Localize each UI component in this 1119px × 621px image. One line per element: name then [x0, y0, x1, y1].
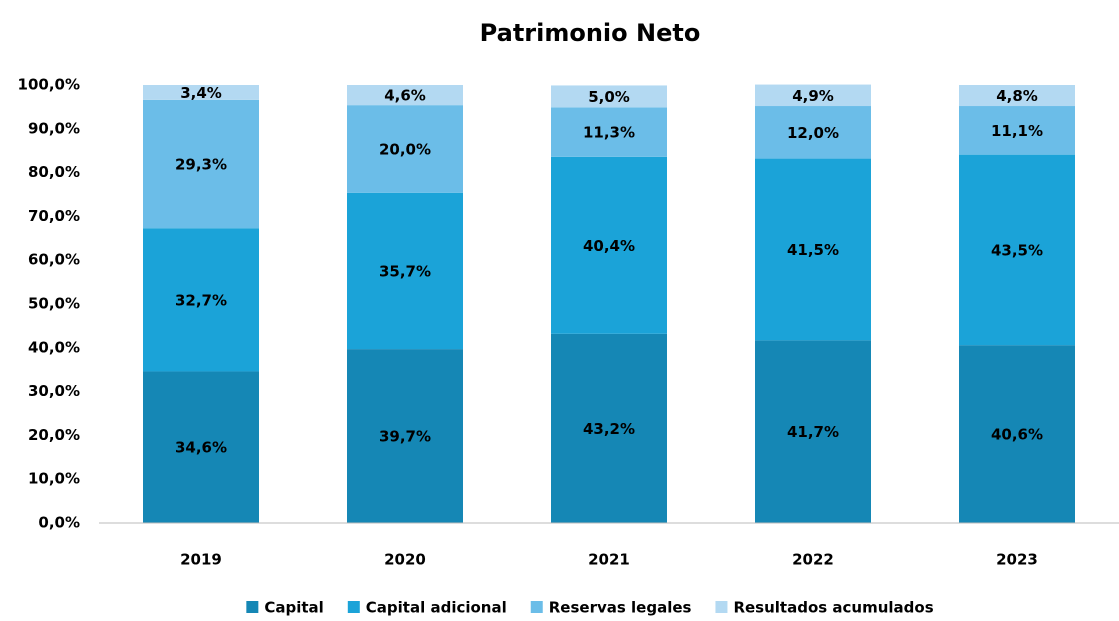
chart-title: Patrimonio Neto — [480, 19, 701, 47]
bar-segment — [143, 228, 259, 372]
bar-segment — [959, 345, 1075, 523]
legend-label: Capital — [264, 599, 323, 617]
y-tick-label: 60,0% — [28, 251, 80, 269]
data-label: 29,3% — [175, 156, 227, 174]
data-label: 4,9% — [792, 87, 834, 105]
legend-label: Capital adicional — [366, 599, 507, 617]
legend-label: Reservas legales — [549, 599, 692, 617]
bar-segment — [755, 340, 871, 523]
bar-segment — [755, 84, 871, 107]
bar-segment — [959, 85, 1075, 107]
data-label: 34,6% — [175, 439, 227, 457]
bar-segment — [347, 192, 463, 350]
x-tick-label: 2023 — [996, 551, 1038, 569]
data-label: 3,4% — [180, 84, 222, 102]
data-label: 12,0% — [787, 124, 839, 142]
y-tick-label: 90,0% — [28, 119, 80, 137]
data-label: 40,6% — [991, 426, 1043, 444]
bar-segment — [347, 85, 463, 106]
legend-label: Resultados acumulados — [733, 599, 933, 617]
bar-segment — [143, 371, 259, 523]
data-label: 43,2% — [583, 420, 635, 438]
bar-segment — [347, 105, 463, 193]
data-label: 41,5% — [787, 241, 839, 259]
y-tick-label: 0,0% — [38, 514, 80, 532]
x-tick-label: 2020 — [384, 551, 426, 569]
y-tick-label: 50,0% — [28, 295, 80, 313]
y-tick-label: 70,0% — [28, 207, 80, 225]
data-label: 11,1% — [991, 122, 1043, 140]
bar-segment — [551, 107, 667, 157]
y-tick-label: 40,0% — [28, 338, 80, 356]
bar-segment — [143, 99, 259, 229]
legend-swatch — [246, 601, 259, 613]
y-tick-label: 80,0% — [28, 163, 80, 181]
y-tick-label: 100,0% — [18, 76, 80, 94]
data-label: 4,8% — [996, 87, 1038, 105]
data-label: 39,7% — [379, 428, 431, 446]
y-tick-label: 20,0% — [28, 426, 80, 444]
data-label: 11,3% — [583, 124, 635, 142]
y-tick-label: 10,0% — [28, 470, 80, 488]
legend-swatch — [530, 601, 543, 613]
bar-segment — [551, 156, 667, 334]
bar-segment — [959, 154, 1075, 346]
y-tick-label: 30,0% — [28, 382, 80, 400]
bar-segment — [347, 349, 463, 523]
bar-segment — [551, 333, 667, 523]
bar-segment — [143, 85, 259, 100]
data-label: 41,7% — [787, 423, 839, 441]
bar-segment — [755, 106, 871, 159]
legend-swatch — [347, 601, 360, 613]
data-label: 32,7% — [175, 291, 227, 309]
x-tick-label: 2022 — [792, 551, 834, 569]
data-label: 43,5% — [991, 241, 1043, 259]
x-tick-label: 2021 — [588, 551, 630, 569]
legend-swatch — [715, 601, 728, 613]
data-label: 35,7% — [379, 262, 431, 280]
bar-segment — [755, 158, 871, 341]
data-label: 4,6% — [384, 87, 426, 105]
bar-segment — [959, 106, 1075, 155]
data-label: 40,4% — [583, 237, 635, 255]
x-tick-label: 2019 — [180, 551, 222, 569]
data-label: 20,0% — [379, 140, 431, 158]
data-label: 5,0% — [588, 88, 630, 106]
bar-segment — [551, 85, 667, 108]
